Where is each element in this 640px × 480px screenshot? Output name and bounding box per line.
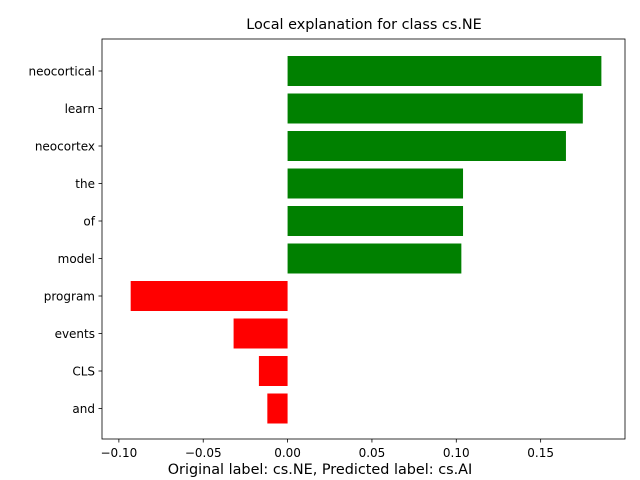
bar-learn (287, 93, 583, 124)
bars-group (130, 56, 602, 424)
y-tick-label: and (72, 402, 95, 416)
bar-of (287, 206, 464, 236)
x-tick-label: −0.05 (185, 446, 222, 460)
chart-caption: Original label: cs.NE, Predicted label: … (168, 462, 473, 478)
y-tick-label: model (58, 252, 95, 266)
plot-frame (101, 38, 626, 440)
bar-neocortical (287, 56, 602, 86)
y-tick-label: of (83, 215, 95, 229)
y-tick-label: CLS (72, 365, 95, 379)
y-tick-label: neocortical (28, 65, 95, 79)
x-tick-label: 0.00 (274, 446, 301, 460)
bar-cls (258, 356, 288, 386)
chart-title: Local explanation for class cs.NE (246, 17, 482, 33)
y-tick-label: learn (65, 102, 95, 116)
x-tick-label: 0.10 (443, 446, 470, 460)
bar-model (287, 243, 462, 274)
x-tick-label: 0.05 (359, 446, 386, 460)
bar-the (287, 168, 464, 199)
y-tick-label: program (44, 290, 95, 304)
x-tick-label: −0.10 (100, 446, 137, 460)
x-axis: −0.10 −0.05 0.00 0.05 0.10 0.15 (100, 439, 554, 460)
x-tick-label: 0.15 (527, 446, 554, 460)
bar-events (233, 318, 288, 349)
bar-program (130, 281, 288, 311)
bar-neocortex (287, 131, 566, 161)
y-axis: neocortical learn neocortex the of model progr… (28, 65, 102, 416)
y-tick-label: neocortex (35, 140, 95, 154)
bar-and (267, 393, 288, 424)
y-tick-label: events (55, 327, 95, 341)
y-tick-label: the (75, 177, 95, 191)
